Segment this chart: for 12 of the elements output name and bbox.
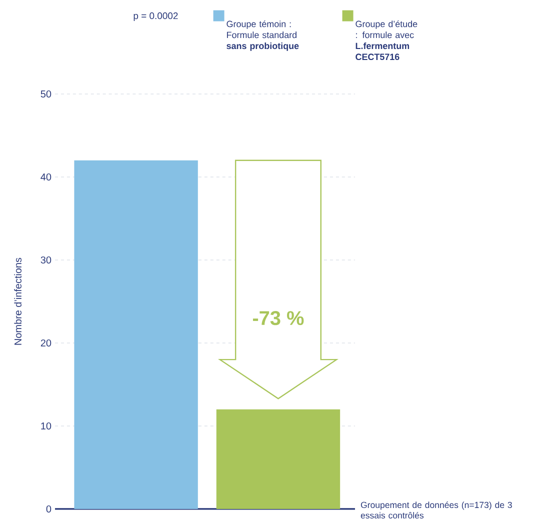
legend-label: Groupe d’étude : formule avec L.fermentum CECT5716 <box>356 20 418 60</box>
y-tick-label: 30 <box>40 256 52 264</box>
y-tick-label: 40 <box>40 173 52 181</box>
y-tick-label: 0 <box>46 505 52 513</box>
y-axis-title: Nombre d’infections <box>14 258 22 345</box>
x-axis-title: Groupement de données (n=173) de 3 essais contrôlés <box>360 502 512 518</box>
annotation: -73 % <box>252 311 304 326</box>
text: p = 0.0002 <box>134 12 178 22</box>
y-tick-label: 20 <box>40 339 52 347</box>
legend-label: Groupe témoin : Formule standard sans probiotique <box>226 20 299 51</box>
y-tick-label: 50 <box>40 90 52 98</box>
y-tick-label: 10 <box>41 422 52 430</box>
